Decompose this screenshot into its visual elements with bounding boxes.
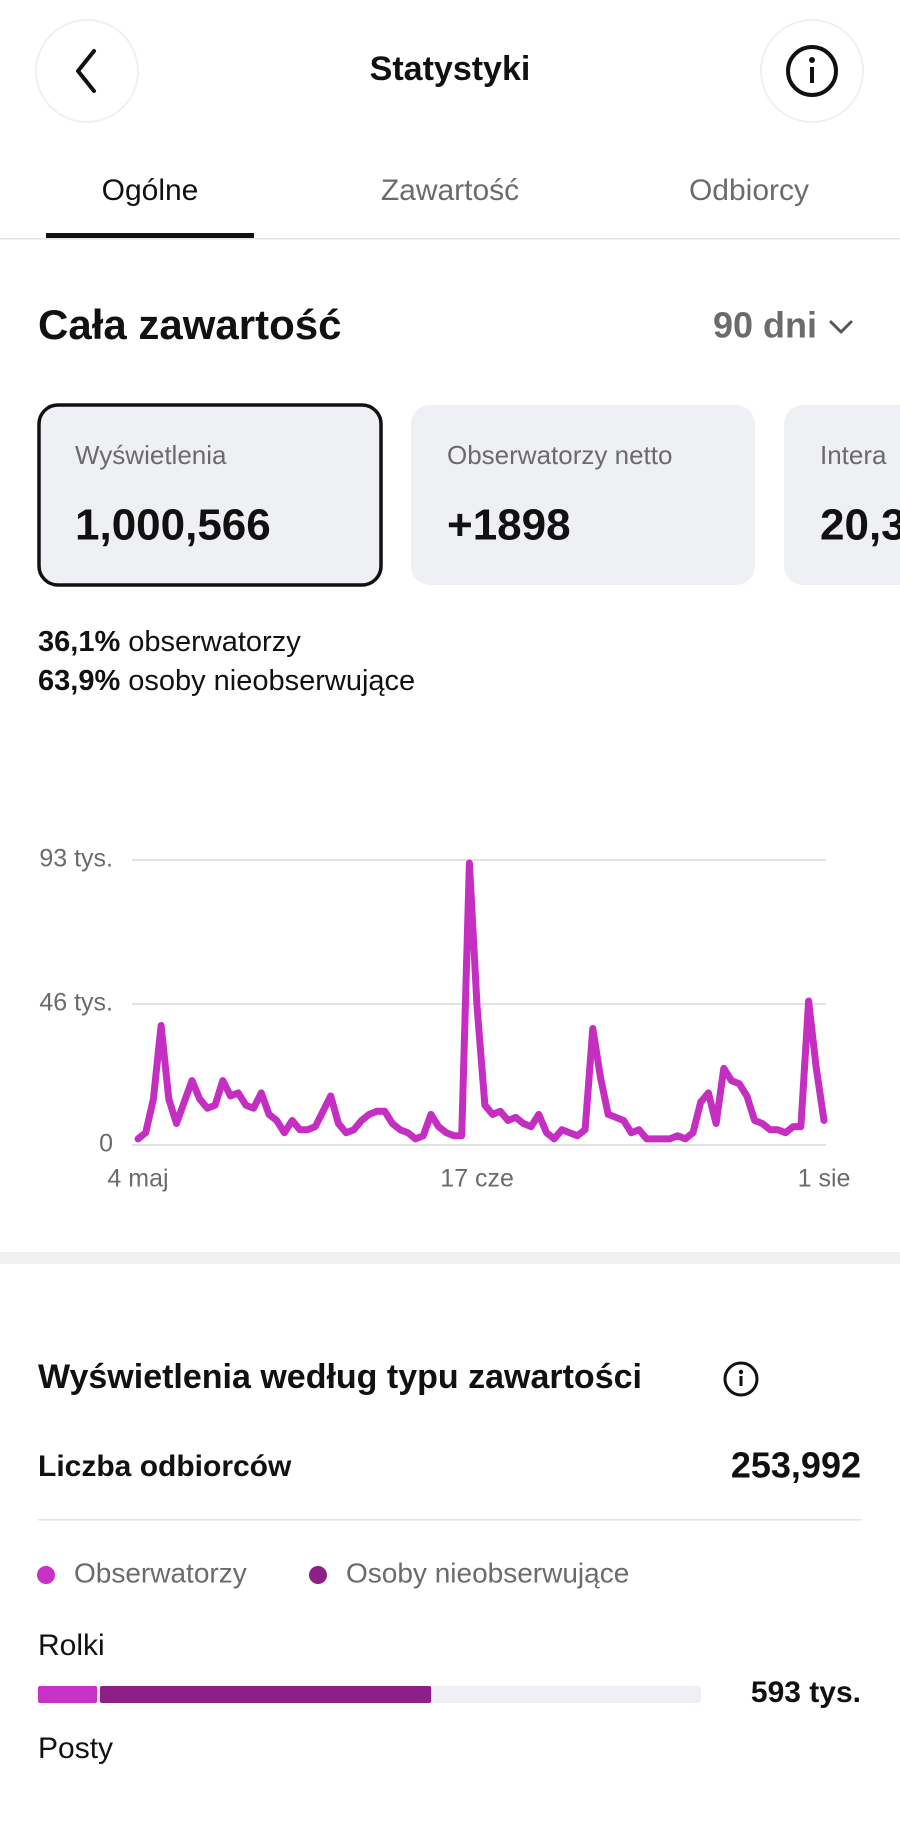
tab[interactable]: Ogólne [102,174,199,207]
y-tick-label: 46 tys. [39,989,113,1017]
metric-card[interactable] [784,405,900,585]
info-icon[interactable] [723,1361,759,1397]
section-title: Wyświetlenia według typu zawartości [38,1358,642,1396]
metric-card[interactable] [37,403,383,587]
line-series [134,859,828,1143]
section-title: Cała zawartość [38,301,341,348]
tab[interactable]: Zawartość [381,174,519,207]
card-value: 1,000,566 [75,501,271,550]
card-value: 20,3 [820,501,900,550]
legend-dot [37,1566,55,1584]
x-tick-label: 17 cze [440,1165,514,1193]
period-chevron [829,320,853,334]
section-separator [0,1252,900,1264]
breakdown-line: 63,9% osoby nieobserwujące [38,665,415,697]
header-title: Statystyki [370,50,531,88]
row-label: Posty [38,1732,113,1765]
breakdown-share: 63,9% [38,665,120,697]
breakdown-label: obserwatorzy [128,626,301,658]
legend-label: Osoby nieobserwujące [346,1557,629,1588]
line-chart: 0 46 tys. 93 tys. 4 maj 17 cze 1 sie [39,845,850,1193]
x-tick-label: 4 maj [107,1165,168,1193]
legend-label: Obserwatorzy [74,1557,247,1588]
card-value: +1898 [447,501,571,550]
audience-value: 253,992 [731,1445,861,1486]
info-icon-bar [739,1376,743,1386]
row-label: Rolki [38,1629,105,1662]
bar-chart: Obserwatorzy Osoby nieobserwujące Rolki 593… [37,1557,861,1709]
bar-segment [100,1686,432,1703]
info-icon-bar [810,67,814,83]
metric-card[interactable] [411,405,755,585]
card-label: Obserwatorzy netto [447,440,672,470]
tab-divider [0,238,900,240]
card-label: Wyświetlenia [75,440,227,470]
period-selector[interactable]: 90 dni [713,305,817,346]
y-tick-label: 93 tys. [39,845,113,873]
tab-underline [46,233,254,238]
bar-segment [38,1686,98,1703]
breakdown-line: 36,1% obserwatorzy [38,626,301,658]
back-button[interactable] [35,19,139,123]
breakdown-label: osoby nieobserwujące [128,665,415,697]
info-icon-dot [738,1369,744,1375]
legend-dot [309,1566,327,1584]
tab[interactable]: Odbiorcy [689,174,809,207]
x-tick-label: 1 sie [798,1165,851,1193]
info-icon [786,45,838,97]
audience-label: Liczba odbiorców [38,1450,292,1483]
card-label: Intera [820,440,887,470]
back-icon [76,49,96,93]
divider [38,1519,862,1521]
y-tick-label: 0 [99,1130,113,1158]
breakdown-share: 36,1% [38,626,120,658]
bar-total: 593 tys. [751,1676,861,1709]
info-icon-dot [809,57,815,63]
